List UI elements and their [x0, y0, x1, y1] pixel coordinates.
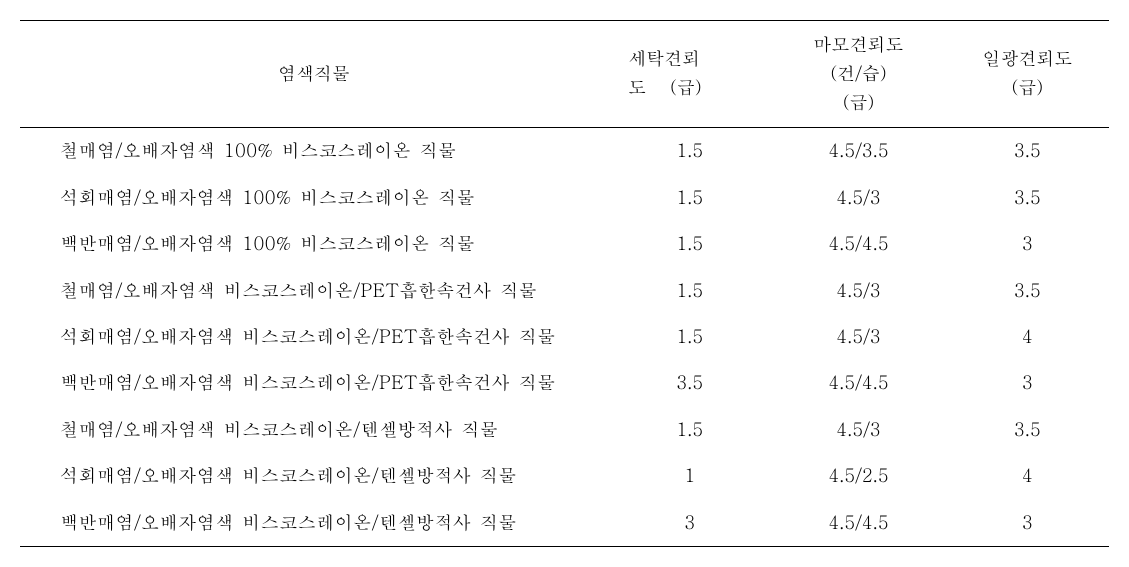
- cell-wash: 1.5: [608, 268, 771, 314]
- cell-light: 3.5: [946, 268, 1109, 314]
- cell-wash: 3.5: [608, 360, 771, 406]
- cell-wash: 1.5: [608, 314, 771, 360]
- header-fabric-label: 염색직물: [278, 61, 350, 86]
- cell-light: 3: [946, 500, 1109, 547]
- table-row: 백반매염/오배자염색 100% 비스코스레이온 직물 1.5 4.5/4.5 3: [20, 221, 1109, 267]
- cell-abrasion: 4.5/3: [771, 268, 945, 314]
- table-row: 철매염/오배자염색 비스코스레이온/PET흡한속건사 직물 1.5 4.5/3 …: [20, 268, 1109, 314]
- header-light-line1: 일광견뢰도: [954, 45, 1101, 74]
- cell-fabric: 석회매염/오배자염색 비스코스레이온/PET흡한속건사 직물: [20, 314, 608, 360]
- cell-wash: 1.5: [608, 128, 771, 175]
- header-light: 일광견뢰도 (급): [946, 21, 1109, 128]
- cell-fabric: 철매염/오배자염색 100% 비스코스레이온 직물: [20, 128, 608, 175]
- table-header-row: 염색직물 세탁견뢰 도 (급) 마모견뢰도 (건/습) (급) 일광견뢰도 (급…: [20, 21, 1109, 128]
- cell-abrasion: 4.5/4.5: [771, 360, 945, 406]
- cell-wash: 1.5: [608, 221, 771, 267]
- cell-light: 3.5: [946, 128, 1109, 175]
- table-row: 철매염/오배자염색 100% 비스코스레이온 직물 1.5 4.5/3.5 3.…: [20, 128, 1109, 175]
- table-row: 석회매염/오배자염색 비스코스레이온/텐셀방적사 직물 1 4.5/2.5 4: [20, 453, 1109, 499]
- header-abrasion: 마모견뢰도 (건/습) (급): [771, 21, 945, 128]
- cell-fabric: 석회매염/오배자염색 100% 비스코스레이온 직물: [20, 175, 608, 221]
- cell-abrasion: 4.5/4.5: [771, 500, 945, 547]
- header-abrasion-line3: (급): [779, 89, 937, 118]
- cell-wash: 1.5: [608, 175, 771, 221]
- header-abrasion-line2: (건/습): [779, 60, 937, 89]
- cell-light: 3.5: [946, 407, 1109, 453]
- fastness-table: 염색직물 세탁견뢰 도 (급) 마모견뢰도 (건/습) (급) 일광견뢰도 (급…: [20, 20, 1109, 547]
- cell-light: 4: [946, 453, 1109, 499]
- cell-light: 3: [946, 360, 1109, 406]
- header-fabric: 염색직물: [20, 21, 608, 128]
- cell-abrasion: 4.5/2.5: [771, 453, 945, 499]
- cell-fabric: 철매염/오배자염색 비스코스레이온/PET흡한속건사 직물: [20, 268, 608, 314]
- cell-light: 3.5: [946, 175, 1109, 221]
- cell-fabric: 백반매염/오배자염색 비스코스레이온/텐셀방적사 직물: [20, 500, 608, 547]
- header-wash: 세탁견뢰 도 (급): [608, 21, 771, 128]
- cell-wash: 1.5: [608, 407, 771, 453]
- table-row: 철매염/오배자염색 비스코스레이온/텐셀방적사 직물 1.5 4.5/3 3.5: [20, 407, 1109, 453]
- table-body: 철매염/오배자염색 100% 비스코스레이온 직물 1.5 4.5/3.5 3.…: [20, 128, 1109, 547]
- table-row: 백반매염/오배자염색 비스코스레이온/PET흡한속건사 직물 3.5 4.5/4…: [20, 360, 1109, 406]
- header-abrasion-line1: 마모견뢰도: [779, 31, 937, 60]
- cell-abrasion: 4.5/3: [771, 407, 945, 453]
- cell-light: 4: [946, 314, 1109, 360]
- table-row: 백반매염/오배자염색 비스코스레이온/텐셀방적사 직물 3 4.5/4.5 3: [20, 500, 1109, 547]
- table-row: 석회매염/오배자염색 비스코스레이온/PET흡한속건사 직물 1.5 4.5/3…: [20, 314, 1109, 360]
- cell-fabric: 철매염/오배자염색 비스코스레이온/텐셀방적사 직물: [20, 407, 608, 453]
- cell-wash: 3: [608, 500, 771, 547]
- cell-abrasion: 4.5/3: [771, 314, 945, 360]
- cell-wash: 1: [608, 453, 771, 499]
- cell-fabric: 석회매염/오배자염색 비스코스레이온/텐셀방적사 직물: [20, 453, 608, 499]
- header-light-line2: (급): [954, 74, 1101, 103]
- cell-abrasion: 4.5/3: [771, 175, 945, 221]
- header-wash-line2: 도 (급): [628, 74, 763, 103]
- cell-light: 3: [946, 221, 1109, 267]
- header-wash-line1: 세탁견뢰: [628, 45, 763, 74]
- table-row: 석회매염/오배자염색 100% 비스코스레이온 직물 1.5 4.5/3 3.5: [20, 175, 1109, 221]
- cell-abrasion: 4.5/3.5: [771, 128, 945, 175]
- cell-fabric: 백반매염/오배자염색 100% 비스코스레이온 직물: [20, 221, 608, 267]
- cell-abrasion: 4.5/4.5: [771, 221, 945, 267]
- cell-fabric: 백반매염/오배자염색 비스코스레이온/PET흡한속건사 직물: [20, 360, 608, 406]
